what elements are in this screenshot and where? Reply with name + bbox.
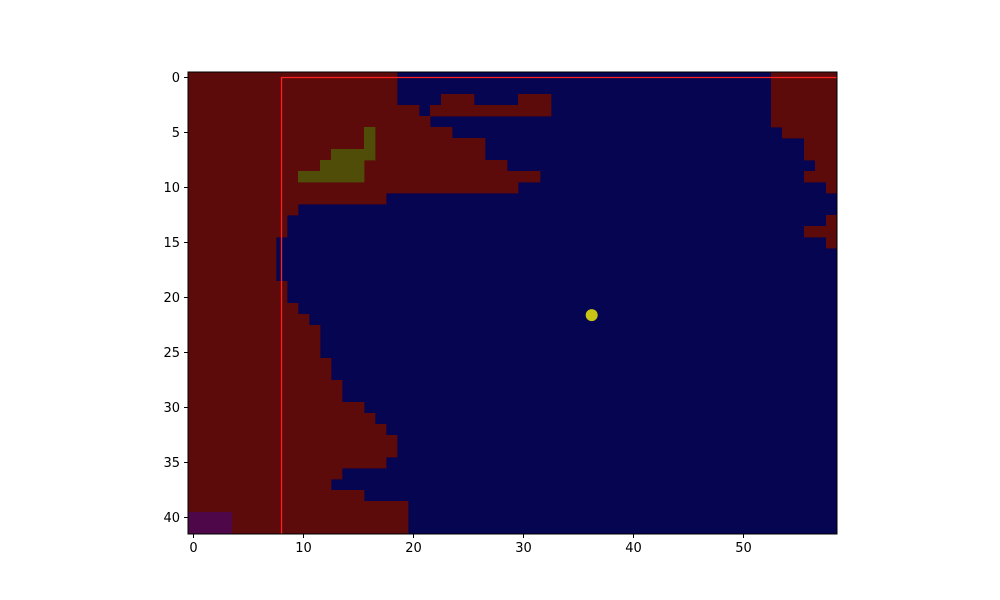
heatmap-cell-red bbox=[188, 204, 299, 216]
heatmap-cell-olive bbox=[342, 160, 354, 172]
heatmap-cell-red bbox=[826, 237, 838, 249]
x-tick-label: 40 bbox=[625, 541, 642, 556]
heatmap-cell-olive bbox=[320, 160, 332, 172]
position-marker bbox=[585, 309, 598, 322]
heatmap-cell-olive bbox=[309, 171, 321, 183]
heatmap-cell-red bbox=[188, 292, 288, 304]
heatmap-cell-red bbox=[188, 193, 387, 205]
heatmap-cell-olive bbox=[364, 138, 376, 150]
heatmap-cell-olive bbox=[342, 149, 354, 161]
heatmap-cell-olive bbox=[353, 171, 365, 183]
y-tick-label: 40 bbox=[163, 511, 180, 526]
heatmap-cell-red bbox=[430, 105, 519, 117]
x-tick-label: 30 bbox=[515, 541, 532, 556]
x-tick-label: 20 bbox=[405, 541, 422, 556]
heatmap-cell-olive bbox=[298, 171, 310, 183]
heatmap-cell-red bbox=[188, 358, 332, 370]
y-tick-label: 35 bbox=[163, 456, 180, 471]
heatmap-cell-red bbox=[188, 127, 453, 139]
heatmap-cell-red bbox=[771, 83, 838, 95]
heatmap-cell-red bbox=[188, 303, 299, 315]
heatmap-cell-red bbox=[188, 336, 321, 348]
heatmap-cell-red bbox=[188, 237, 277, 249]
heatmap-cell-red bbox=[188, 116, 431, 128]
heatmap-cell-red bbox=[188, 347, 321, 359]
heatmap-cell-red bbox=[188, 215, 288, 227]
heatmap-cell-red bbox=[188, 259, 277, 271]
heatmap-cell-red bbox=[826, 215, 838, 227]
heatmap-cell-red bbox=[188, 83, 398, 95]
heatmap-cell-red bbox=[188, 523, 409, 535]
y-tick-label: 25 bbox=[163, 346, 180, 361]
y-tick-label: 20 bbox=[163, 291, 180, 306]
y-tick-label: 0 bbox=[172, 71, 180, 86]
heatmap-cell-olive bbox=[320, 171, 332, 183]
heatmap-cell-olive bbox=[342, 171, 354, 183]
heatmap-cell-red bbox=[188, 281, 288, 293]
heatmap-cell-olive bbox=[331, 171, 343, 183]
heatmap-cell-red bbox=[771, 116, 838, 128]
overlay-layer bbox=[280, 76, 837, 534]
y-tick-label: 10 bbox=[163, 181, 180, 196]
heatmap-cell-red bbox=[188, 457, 387, 469]
x-tick-label: 50 bbox=[735, 541, 752, 556]
heatmap-cell-red bbox=[188, 501, 409, 513]
heatmap-cell-olive bbox=[331, 149, 343, 161]
heatmap-cell-red bbox=[188, 391, 343, 403]
y-tick-label: 5 bbox=[172, 126, 180, 141]
heatmap-cell-red bbox=[188, 369, 332, 381]
heatmap-cell-red bbox=[188, 270, 277, 282]
heatmap-cell-olive bbox=[331, 160, 343, 172]
heatmap-cell-red bbox=[804, 171, 838, 183]
heatmap-cell-red bbox=[188, 105, 420, 117]
heatmap-cell-red bbox=[441, 94, 475, 106]
heatmap-cell-red bbox=[771, 94, 838, 106]
heatmap-cell-olive bbox=[353, 160, 365, 172]
y-tick-label: 15 bbox=[163, 236, 180, 251]
heatmap-cell-red bbox=[188, 314, 310, 326]
x-tick-label: 10 bbox=[295, 541, 312, 556]
heatmap-cell-red bbox=[188, 402, 365, 414]
heatmap-cell-red bbox=[188, 182, 519, 194]
selection-rectangle bbox=[280, 76, 837, 534]
heatmap-cell-red bbox=[518, 94, 552, 106]
heatmap-cell-red bbox=[188, 435, 398, 447]
heatmap-cell-red bbox=[188, 490, 365, 502]
heatmap-cells bbox=[188, 72, 838, 535]
heatmap-cell-red bbox=[804, 138, 838, 150]
heatmap-cell-red bbox=[188, 248, 277, 260]
heatmap-cell-red bbox=[188, 424, 387, 436]
heatmap-cell-red bbox=[188, 138, 486, 150]
heatmap-cell-red bbox=[804, 149, 838, 161]
heatmap-cell-red bbox=[188, 325, 321, 337]
heatmap-cell-red bbox=[804, 226, 838, 238]
heatmap-cell-red bbox=[826, 182, 838, 194]
x-tick-label: 0 bbox=[189, 541, 197, 556]
heatmap-cell-red bbox=[188, 380, 343, 392]
heatmap-cell-red bbox=[815, 160, 838, 172]
heatmap-cell-olive bbox=[364, 149, 376, 161]
heatmap-cell-red bbox=[771, 105, 838, 117]
heatmap-cell-red bbox=[518, 105, 552, 117]
heatmap-cell-red bbox=[188, 94, 398, 106]
heatmap-cell-olive bbox=[353, 149, 365, 161]
heatmap-cell-red bbox=[188, 226, 288, 238]
heatmap-cell-red bbox=[188, 479, 332, 491]
axes: 0 10 20 30 40 50 0 5 10 15 20 25 30 35 40 bbox=[163, 71, 838, 556]
heatmap-cell-olive bbox=[364, 127, 376, 139]
y-tick-label: 30 bbox=[163, 401, 180, 416]
heatmap-cell-red bbox=[188, 468, 343, 480]
plot-frame bbox=[187, 71, 838, 535]
heatmap-cell-red bbox=[188, 512, 409, 524]
heatmap-cell-red bbox=[782, 127, 838, 139]
heatmap-cell-purple bbox=[188, 512, 232, 534]
heatmap-cell-red bbox=[188, 446, 398, 458]
